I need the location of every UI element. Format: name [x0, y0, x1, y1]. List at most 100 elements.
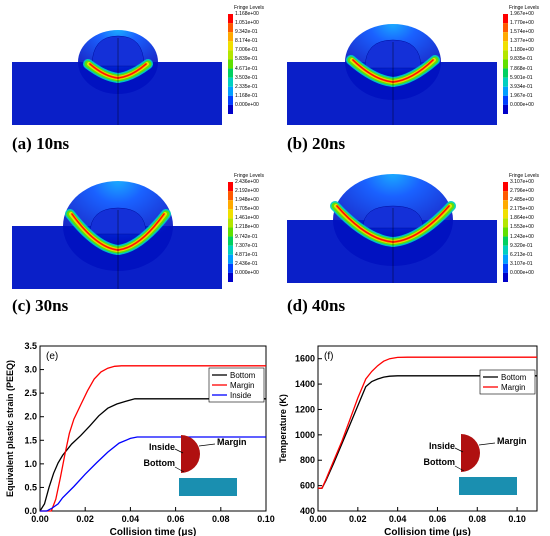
- fringe-color-swatch: [228, 104, 233, 114]
- fringe-level-value: 9.342e-01: [235, 29, 258, 36]
- fringe-color-swatch: [503, 77, 508, 87]
- fringe-color-swatch: [228, 254, 233, 264]
- fringe-color-swatch: [503, 86, 508, 96]
- fringe-color-swatch: [228, 23, 233, 33]
- x-tick-label: 0.04: [122, 514, 140, 524]
- pointer-line: [454, 447, 464, 453]
- inset-label: Inside: [429, 441, 455, 451]
- fringe-color-swatch: [228, 68, 233, 78]
- fringe-level-value: 0.000e+00: [510, 101, 534, 108]
- legend-box: [479, 369, 536, 395]
- legend-entry: Margin: [501, 383, 525, 392]
- x-tick-label: 0.10: [257, 514, 275, 524]
- fringe-color-swatch: [228, 14, 233, 24]
- substrate-block: [179, 478, 237, 496]
- y-tick-label: 2.0: [24, 412, 37, 422]
- fringe-level-value: 7.307e-01: [235, 242, 258, 249]
- fringe-level-value: 1.948e+00: [235, 197, 259, 204]
- fringe-level-value: 9.835e-01: [510, 56, 533, 63]
- x-tick-label: 0.08: [212, 514, 230, 524]
- panel-label: (f): [324, 351, 333, 362]
- series-line-bottom: [39, 398, 266, 512]
- y-tick-label: 800: [300, 455, 315, 465]
- fringe-color-swatch: [228, 41, 233, 51]
- fringe-color-swatch: [228, 182, 233, 192]
- particle-half-disc: [181, 435, 200, 473]
- fringe-color-swatch: [503, 23, 508, 33]
- pointer-line: [454, 465, 465, 472]
- y-tick-label: 1400: [295, 379, 315, 389]
- legend-entry: Bottom: [230, 371, 256, 380]
- fringe-color-swatch: [503, 14, 508, 24]
- pointer-line: [174, 448, 184, 454]
- fringe-level-value: 1.218e+00: [235, 224, 259, 231]
- plot-frame: [39, 345, 267, 512]
- fringe-levels-title: Fringe Levels: [509, 173, 540, 179]
- inset-label: Margin: [217, 437, 247, 447]
- sim-panel-d: Fringe Levels 3.107e+00 2.796e+00 2.485e+00…: [275, 168, 550, 333]
- y-tick-label: 3.5: [24, 341, 37, 351]
- panel-caption: (a) 10ns: [12, 134, 70, 153]
- fringe-level-value: 1.553e+00: [510, 224, 534, 231]
- legend-entry: Inside: [230, 391, 252, 400]
- fringe-level-value: 1.705e+00: [235, 206, 259, 213]
- fringe-level-value: 2.485e+00: [510, 197, 534, 204]
- y-tick-label: 400: [300, 506, 315, 516]
- contour-plot: [287, 14, 508, 125]
- y-tick-label: 2.5: [24, 388, 37, 398]
- fringe-color-swatch: [228, 32, 233, 42]
- fringe-color-swatch: [503, 95, 508, 105]
- fringe-color-swatch: [503, 50, 508, 60]
- sim-panel-c: Fringe Levels 2.436e+00 2.192e+00 1.948e+00…: [0, 168, 275, 333]
- fringe-level-value: 8.174e-01: [235, 38, 258, 45]
- fringe-level-value: 2.436e-01: [235, 260, 258, 267]
- fringe-color-swatch: [228, 77, 233, 87]
- fringe-levels-title: Fringe Levels: [234, 5, 265, 11]
- fringe-color-swatch: [228, 227, 233, 237]
- y-tick-label: 1.0: [24, 459, 37, 469]
- chart-temperature: 0.00 0.02 0.04 0.06 0.08 0.10 400 600 800 1000 120…: [278, 345, 538, 536]
- fringe-color-swatch: [503, 236, 508, 246]
- fringe-level-value: 6.213e-01: [510, 251, 533, 258]
- fringe-color-swatch: [228, 272, 233, 282]
- fringe-level-value: 5.901e-01: [510, 74, 533, 81]
- fringe-color-swatch: [503, 209, 508, 219]
- inset-label: Bottom: [424, 457, 456, 467]
- fringe-color-swatch: [228, 218, 233, 228]
- fringe-level-value: 5.839e-01: [235, 56, 258, 63]
- x-axis-label: Collision time (μs): [384, 527, 471, 536]
- series-line-margin: [318, 356, 537, 489]
- fringe-color-swatch: [503, 41, 508, 51]
- y-tick-label: 1000: [295, 430, 315, 440]
- fringe-level-value: 0.000e+00: [235, 269, 259, 276]
- fringe-level-value: 0.000e+00: [510, 269, 534, 276]
- x-axis-label: Collision time (μs): [110, 527, 197, 536]
- fringe-levels-title: Fringe Levels: [234, 173, 265, 179]
- inset-particle-illustration: Inside Margin Bottom: [424, 434, 527, 495]
- fringe-level-value: 2.192e+00: [235, 188, 259, 195]
- sim-panel-a: Fringe Levels 1.168e+00 1.051e+00 9.342e-01…: [0, 0, 275, 160]
- y-tick-label: 1600: [295, 354, 315, 364]
- legend-entry: Bottom: [501, 373, 527, 382]
- y-tick-label: 1.5: [24, 435, 37, 445]
- fringe-level-value: 1.168e+00: [235, 11, 259, 17]
- fringe-color-swatch: [228, 236, 233, 246]
- panel-label: (e): [46, 351, 58, 362]
- x-tick-label: 0.02: [349, 514, 367, 524]
- x-tick-label: 0.06: [167, 514, 185, 524]
- fringe-level-value: 2.175e+00: [510, 206, 534, 213]
- y-tick-label: 3.0: [24, 365, 37, 375]
- fringe-level-value: 2.796e+00: [510, 188, 534, 195]
- fringe-level-value: 0.000e+00: [235, 101, 259, 108]
- series-line-margin: [40, 365, 266, 512]
- series-line-inside: [40, 436, 266, 512]
- fringe-level-value: 3.934e-01: [510, 83, 533, 90]
- fringe-level-value: 2.335e-01: [235, 83, 258, 90]
- fringe-level-value: 4.871e-01: [235, 251, 258, 258]
- panel-caption: (c) 30ns: [12, 296, 69, 315]
- fringe-level-value: 1.168e-01: [235, 92, 258, 99]
- contour-plot: [12, 14, 233, 125]
- fringe-color-swatch: [503, 200, 508, 210]
- fringe-color-swatch: [503, 182, 508, 192]
- sim-panel-b: Fringe Levels 1.967e+00 1.770e+00 1.574e+00…: [275, 0, 550, 160]
